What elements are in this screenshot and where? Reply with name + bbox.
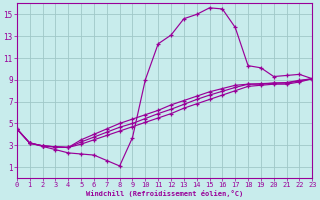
X-axis label: Windchill (Refroidissement éolien,°C): Windchill (Refroidissement éolien,°C) bbox=[86, 190, 243, 197]
